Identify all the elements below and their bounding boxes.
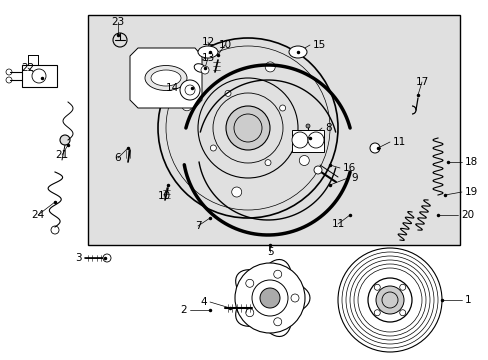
- Circle shape: [307, 132, 324, 148]
- Ellipse shape: [151, 70, 181, 86]
- Text: 1: 1: [464, 295, 470, 305]
- Circle shape: [375, 286, 403, 314]
- Circle shape: [235, 263, 305, 333]
- Circle shape: [313, 166, 321, 174]
- Text: 17: 17: [414, 77, 428, 87]
- Text: 12: 12: [201, 37, 214, 47]
- Ellipse shape: [198, 46, 218, 58]
- Text: 16: 16: [342, 163, 356, 173]
- Circle shape: [264, 62, 275, 72]
- Text: 19: 19: [464, 187, 477, 197]
- Text: 10: 10: [157, 191, 170, 201]
- Polygon shape: [130, 48, 202, 108]
- Text: 8: 8: [325, 123, 331, 133]
- Text: 11: 11: [331, 219, 344, 229]
- Circle shape: [180, 80, 200, 100]
- Circle shape: [201, 66, 208, 74]
- Bar: [22, 65, 57, 87]
- Ellipse shape: [145, 66, 186, 90]
- Circle shape: [158, 38, 337, 218]
- Circle shape: [225, 106, 269, 150]
- Circle shape: [369, 143, 379, 153]
- Circle shape: [231, 187, 241, 197]
- Text: 23: 23: [111, 17, 124, 27]
- Circle shape: [210, 145, 216, 151]
- Text: 24: 24: [31, 210, 44, 220]
- Text: 9: 9: [350, 173, 357, 183]
- Text: 3: 3: [75, 253, 82, 263]
- Text: 18: 18: [464, 157, 477, 167]
- Text: 7: 7: [194, 221, 201, 231]
- Text: 11: 11: [392, 137, 406, 147]
- Text: 13: 13: [201, 53, 214, 63]
- Text: 15: 15: [312, 40, 325, 50]
- Circle shape: [60, 135, 70, 145]
- Circle shape: [182, 101, 191, 111]
- Bar: [88, 15, 459, 245]
- Circle shape: [224, 90, 230, 96]
- Circle shape: [291, 132, 307, 148]
- Text: 10: 10: [218, 40, 231, 50]
- Ellipse shape: [288, 46, 306, 58]
- Polygon shape: [235, 260, 309, 337]
- Circle shape: [299, 156, 308, 166]
- Text: 4: 4: [200, 297, 206, 307]
- Text: 14: 14: [165, 83, 179, 93]
- Text: 20: 20: [460, 210, 473, 220]
- Text: 6: 6: [115, 153, 121, 163]
- Circle shape: [113, 33, 127, 47]
- Circle shape: [279, 105, 285, 111]
- Circle shape: [260, 288, 280, 308]
- Text: 5: 5: [266, 247, 273, 257]
- Circle shape: [264, 159, 270, 166]
- Circle shape: [103, 254, 111, 262]
- Text: 21: 21: [55, 150, 68, 160]
- Ellipse shape: [194, 64, 205, 72]
- Text: 2: 2: [180, 305, 186, 315]
- Circle shape: [32, 69, 46, 83]
- Text: 22: 22: [21, 63, 35, 73]
- Circle shape: [305, 124, 309, 128]
- Bar: [291, 130, 324, 152]
